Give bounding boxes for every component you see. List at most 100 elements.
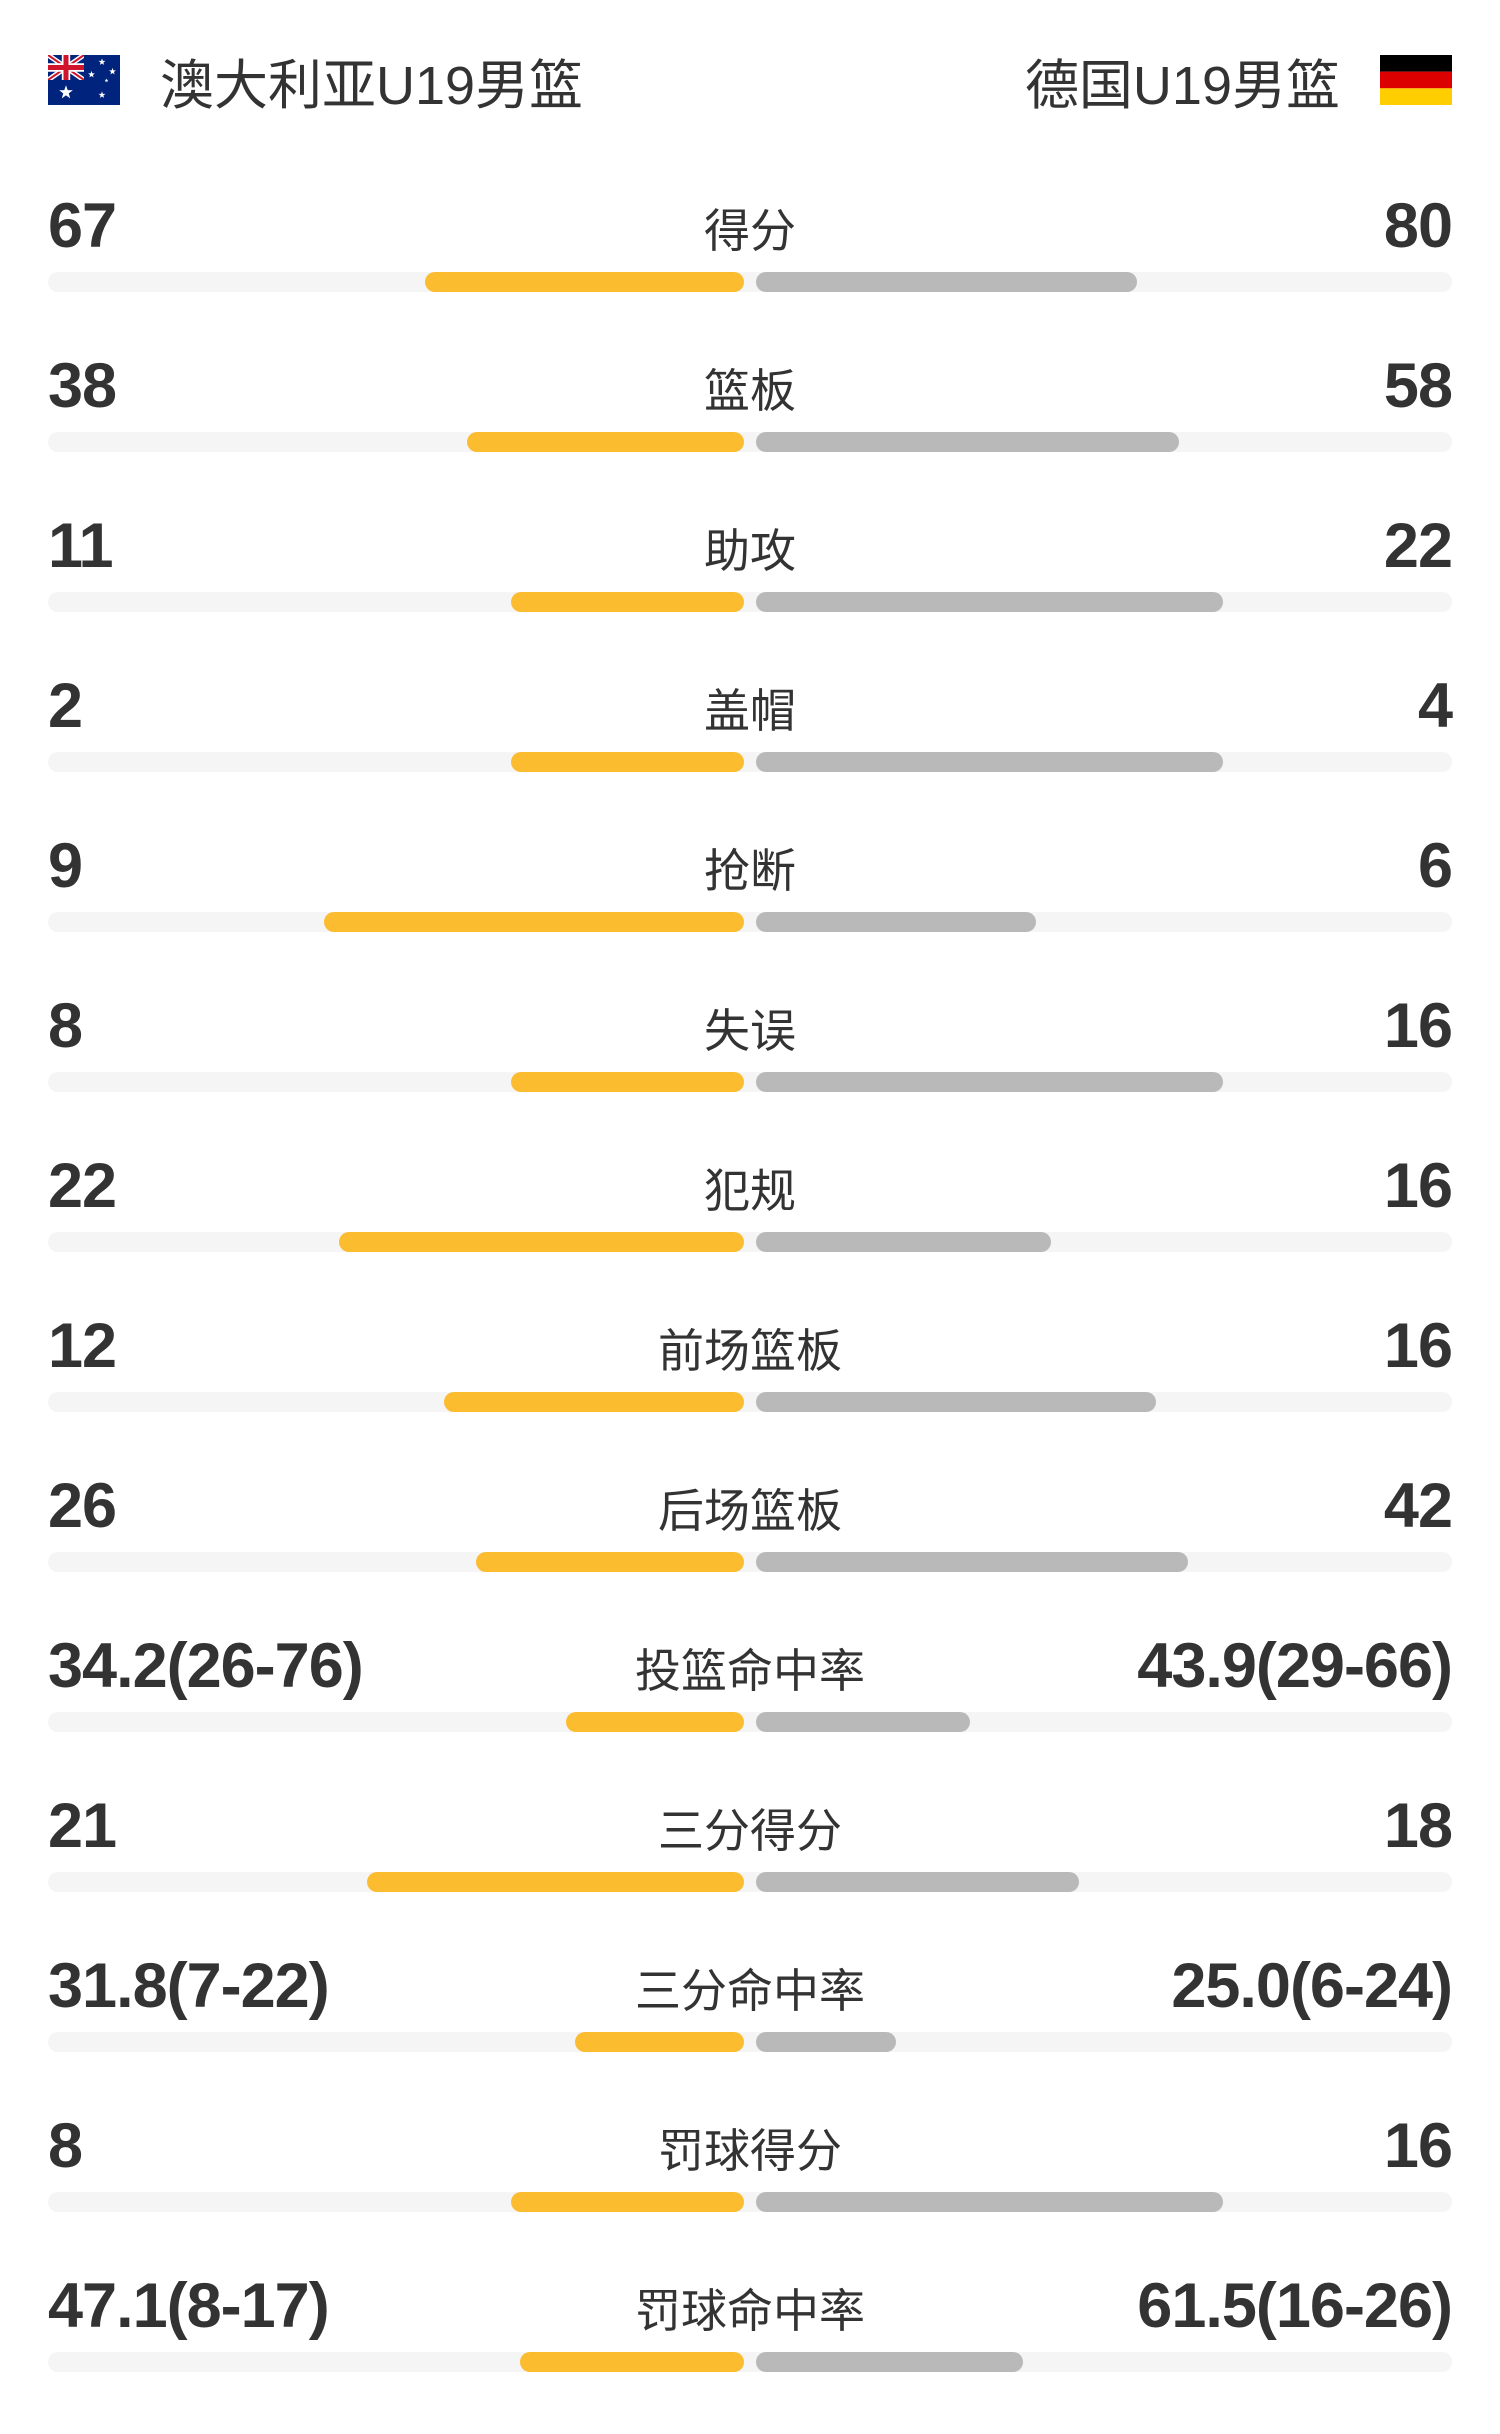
stat-values-line: 38 篮板 58 [48, 351, 1453, 421]
stat-label: 罚球命中率 [635, 2285, 865, 2337]
away-value: 22 [1383, 511, 1453, 581]
home-team: 澳大利亚U19男篮 [48, 41, 583, 120]
away-bar [756, 2032, 896, 2052]
stat-values-line: 11 助攻 22 [48, 511, 1453, 581]
stat-row: 34.2(26-76) 投篮命中率 43.9(29-66) [48, 1631, 1453, 1794]
stat-values-line: 8 罚球得分 16 [48, 2111, 1453, 2181]
stat-track [48, 1712, 1452, 1732]
stat-row: 22 犯规 16 [48, 1151, 1453, 1314]
stat-values-line: 2 盖帽 4 [48, 671, 1453, 741]
stat-row: 38 篮板 58 [48, 351, 1453, 514]
stat-track [48, 752, 1452, 772]
home-bar [566, 1712, 744, 1732]
home-value: 21 [48, 1791, 117, 1861]
stat-values-line: 67 得分 80 [48, 194, 1453, 258]
stat-track [48, 1552, 1452, 1572]
stat-values-line: 9 抢断 6 [48, 831, 1453, 901]
away-bar [756, 912, 1036, 932]
home-bar [339, 1232, 744, 1252]
stat-label: 犯规 [704, 1165, 796, 1217]
home-bar [476, 1552, 744, 1572]
stat-row: 21 三分得分 18 [48, 1791, 1453, 1954]
away-value: 42 [1383, 1471, 1453, 1541]
stat-track [48, 1392, 1452, 1412]
away-bar [756, 752, 1223, 772]
stat-label: 前场篮板 [658, 1325, 842, 1377]
home-bar [367, 1872, 744, 1892]
stat-track [48, 592, 1452, 612]
australia-flag-icon [48, 55, 120, 105]
stat-label: 失误 [704, 1005, 796, 1057]
stat-values-line: 8 失误 16 [48, 991, 1453, 1061]
away-team: 德国U19男篮 [1025, 41, 1452, 120]
stat-row: 8 失误 16 [48, 991, 1453, 1154]
home-value: 34.2(26-76) [48, 1631, 364, 1701]
stat-row: 11 助攻 22 [48, 511, 1453, 674]
stat-label: 罚球得分 [658, 2125, 842, 2177]
stat-values-line: 31.8(7-22) 三分命中率 25.0(6-24) [48, 1951, 1453, 2021]
away-bar [756, 272, 1137, 292]
stat-label: 三分得分 [658, 1805, 842, 1857]
home-value: 38 [48, 351, 117, 421]
away-bar [756, 1232, 1051, 1252]
stat-track [48, 2192, 1452, 2212]
home-bar [575, 2032, 744, 2052]
home-value: 47.1(8-17) [48, 2271, 330, 2341]
stat-row: 8 罚球得分 16 [48, 2111, 1453, 2274]
away-team-name: 德国U19男篮 [1024, 55, 1340, 116]
home-value: 9 [48, 831, 83, 901]
stat-row: 31.8(7-22) 三分命中率 25.0(6-24) [48, 1951, 1453, 2114]
home-bar [520, 2352, 744, 2372]
stat-track [48, 2352, 1452, 2372]
away-bar [756, 432, 1179, 452]
away-bar [756, 2192, 1223, 2212]
away-bar [756, 1712, 970, 1732]
away-value: 6 [1417, 831, 1453, 901]
away-value: 43.9(29-66) [1137, 1631, 1453, 1701]
stat-label: 得分 [704, 205, 796, 257]
stat-track [48, 2032, 1452, 2052]
stat-label: 抢断 [704, 845, 796, 897]
stat-label: 后场篮板 [658, 1485, 842, 1537]
stat-track [48, 272, 1452, 292]
home-value: 31.8(7-22) [48, 1951, 330, 2021]
home-value: 2 [48, 671, 83, 741]
away-bar [756, 592, 1223, 612]
stat-row: 2 盖帽 4 [48, 671, 1453, 834]
away-value: 61.5(16-26) [1137, 2271, 1453, 2341]
home-value: 8 [48, 2111, 83, 2181]
away-bar [756, 1072, 1223, 1092]
stat-track [48, 1072, 1452, 1092]
stat-values-line: 21 三分得分 18 [48, 1791, 1453, 1861]
stat-track [48, 912, 1452, 932]
home-bar [444, 1392, 744, 1412]
away-value: 18 [1383, 1791, 1453, 1861]
away-value: 16 [1383, 1311, 1453, 1381]
stats-list: 67 得分 80 38 篮板 58 11 助攻 22 [48, 194, 1453, 2434]
stat-row: 47.1(8-17) 罚球命中率 61.5(16-26) [48, 2271, 1453, 2434]
away-bar [756, 1872, 1079, 1892]
stat-values-line: 22 犯规 16 [48, 1151, 1453, 1221]
stat-label: 篮板 [704, 365, 796, 417]
stat-label: 助攻 [704, 525, 796, 577]
stat-track [48, 1872, 1452, 1892]
away-value: 16 [1383, 1151, 1453, 1221]
home-bar [511, 1072, 744, 1092]
stat-label: 投篮命中率 [635, 1645, 865, 1697]
away-value: 58 [1383, 351, 1453, 421]
germany-flag-icon [1380, 55, 1452, 105]
stat-values-line: 26 后场篮板 42 [48, 1471, 1453, 1541]
home-value: 8 [48, 991, 83, 1061]
away-bar [756, 1552, 1188, 1572]
stat-values-line: 47.1(8-17) 罚球命中率 61.5(16-26) [48, 2271, 1453, 2341]
home-bar [511, 2192, 744, 2212]
stat-row: 67 得分 80 [48, 194, 1453, 354]
home-bar [511, 752, 744, 772]
stat-row: 26 后场篮板 42 [48, 1471, 1453, 1634]
home-team-name: 澳大利亚U19男篮 [160, 55, 584, 116]
stat-track [48, 1232, 1452, 1252]
away-value: 4 [1417, 671, 1453, 741]
home-value: 11 [48, 511, 114, 581]
stat-row: 12 前场篮板 16 [48, 1311, 1453, 1474]
stat-label: 盖帽 [704, 685, 796, 737]
